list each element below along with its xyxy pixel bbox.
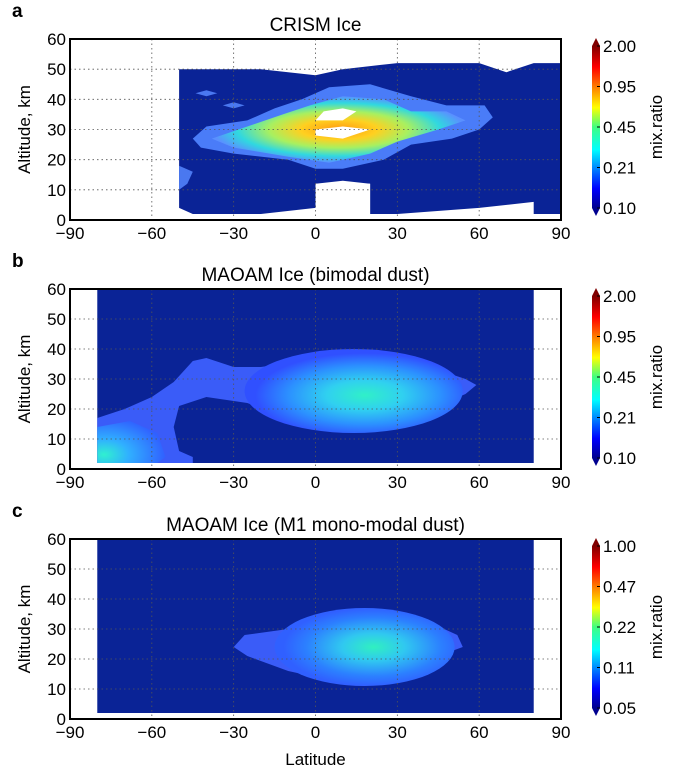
y-tick-label: 50 <box>47 560 66 579</box>
y-tick-label: 60 <box>47 530 66 549</box>
plot-frame <box>69 288 562 470</box>
y-tick-label: 10 <box>47 430 66 449</box>
colorbar-tick-label: 0.10 <box>603 449 636 468</box>
colorbar-gradient <box>592 296 600 458</box>
x-tick-label: 30 <box>388 224 407 243</box>
y-tick-label: 40 <box>47 590 66 609</box>
colorbar-tick-label: 0.95 <box>603 78 636 97</box>
no-data-gap <box>315 126 371 139</box>
chart-title: CRISM Ice <box>270 15 362 36</box>
x-tick-label: −30 <box>219 224 248 243</box>
x-tick-label: −90 <box>56 473 85 492</box>
x-tick-label: 60 <box>470 723 489 742</box>
x-tick-label: 90 <box>552 473 571 492</box>
x-tick-label: 0 <box>311 473 320 492</box>
y-axis-label: Altitude, km <box>15 85 34 174</box>
x-tick-label: −30 <box>219 473 248 492</box>
colorbar-extend-min <box>592 708 600 716</box>
colorbar-label: mix.ratio <box>647 95 666 159</box>
x-axis-label: Latitude <box>285 750 346 769</box>
x-tick-label: −90 <box>56 723 85 742</box>
colorbar-extend-max <box>592 538 600 546</box>
colorbar-gradient <box>592 546 600 708</box>
y-tick-label: 10 <box>47 181 66 200</box>
chart-title: MAOAM Ice (M1 mono-modal dust) <box>166 515 465 536</box>
colorbar-tick-label: 1.00 <box>603 537 636 556</box>
y-tick-label: 50 <box>47 310 66 329</box>
y-tick-label: 30 <box>47 370 66 389</box>
colorbar: 0.10 0.21 0.45 0.95 2.00 mix.ratio <box>592 287 666 468</box>
x-tick-label: 0 <box>311 224 320 243</box>
panel-c: c MAOAM Ice (M1 mono-modal dust) −90 −60 −30… <box>12 501 666 769</box>
colorbar: 0.10 0.21 0.45 0.95 2.00 mix.ratio <box>592 37 666 218</box>
ice-patch <box>222 102 245 109</box>
y-tick-label: 20 <box>47 400 66 419</box>
colorbar-tick-label: 0.22 <box>603 618 636 637</box>
colorbar-tick-label: 2.00 <box>603 37 636 56</box>
y-tick-label: 10 <box>47 680 66 699</box>
y-tick-label: 60 <box>47 30 66 49</box>
panel-label: a <box>12 1 23 22</box>
x-tick-label: 90 <box>552 224 571 243</box>
plot-frame <box>69 38 562 221</box>
colorbar-extend-min <box>592 458 600 466</box>
panel-label: b <box>12 251 24 272</box>
ice-patch <box>179 165 193 190</box>
x-tick-label: 30 <box>388 723 407 742</box>
x-tick-label: −60 <box>137 723 166 742</box>
colorbar-tick-label: 0.47 <box>603 578 636 597</box>
y-tick-label: 0 <box>57 211 66 230</box>
y-tick-label: 0 <box>57 460 66 479</box>
y-axis-label: Altitude, km <box>15 335 34 424</box>
ice-patch <box>195 90 218 97</box>
y-tick-label: 30 <box>47 620 66 639</box>
chart-title: MAOAM Ice (bimodal dust) <box>201 265 429 286</box>
y-axis-label: Altitude, km <box>15 585 34 674</box>
colorbar-tick-label: 0.95 <box>603 328 636 347</box>
colorbar-gradient <box>592 46 600 208</box>
y-tick-label: 40 <box>47 90 66 109</box>
x-tick-label: 90 <box>552 723 571 742</box>
plot-frame <box>69 538 562 720</box>
colorbar-tick-label: 0.05 <box>603 699 636 718</box>
colorbar-extend-max <box>592 38 600 46</box>
ice-cloud-core <box>244 349 463 433</box>
x-tick-label: −60 <box>137 224 166 243</box>
colorbar-tick-label: 0.45 <box>603 118 636 137</box>
polar-cloud-core <box>97 421 166 463</box>
x-tick-label: 0 <box>311 723 320 742</box>
ice-cloud-core <box>274 608 455 686</box>
colorbar-tick-label: 2.00 <box>603 287 636 306</box>
x-tick-label: 60 <box>470 224 489 243</box>
y-tick-label: 50 <box>47 60 66 79</box>
y-tick-label: 30 <box>47 121 66 140</box>
colorbar-tick-label: 0.45 <box>603 368 636 387</box>
colorbar-label: mix.ratio <box>647 345 666 409</box>
colorbar-tick-label: 0.21 <box>603 159 636 178</box>
y-tick-label: 60 <box>47 280 66 299</box>
y-tick-label: 20 <box>47 151 66 170</box>
x-tick-label: −90 <box>56 224 85 243</box>
colorbar-extend-max <box>592 288 600 296</box>
x-tick-label: 30 <box>388 473 407 492</box>
colorbar-tick-label: 0.10 <box>603 199 636 218</box>
y-tick-label: 20 <box>47 650 66 669</box>
colorbar-tick-label: 0.11 <box>603 659 635 678</box>
y-tick-label: 0 <box>57 710 66 729</box>
panel-label: c <box>12 501 23 522</box>
x-tick-label: −30 <box>219 723 248 742</box>
no-data-gap <box>315 108 357 121</box>
colorbar-extend-min <box>592 208 600 216</box>
x-tick-label: −60 <box>137 473 166 492</box>
x-tick-label: 60 <box>470 473 489 492</box>
panel-a: a CRISM Ice −90 −60 −30 0 30 60 90 0 10 20 30 40 50 60 A… <box>12 1 666 243</box>
colorbar-tick-label: 0.21 <box>603 409 636 428</box>
colorbar-label: mix.ratio <box>647 595 666 659</box>
no-data-gap <box>315 180 371 220</box>
colorbar: 0.05 0.11 0.22 0.47 1.00 mix.ratio <box>592 537 666 718</box>
y-tick-label: 40 <box>47 340 66 359</box>
panel-b: b MAOAM Ice (bimodal dust) −90 −60 −30 0 30 60 9… <box>12 251 666 492</box>
